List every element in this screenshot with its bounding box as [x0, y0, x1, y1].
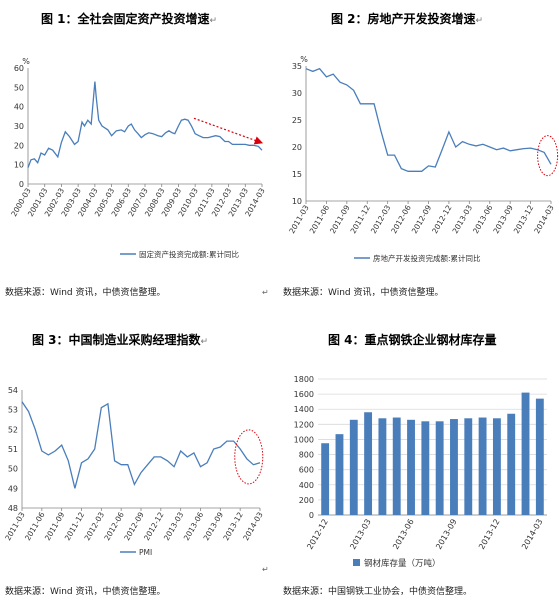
- y-axis-unit: %: [300, 55, 308, 64]
- y-tick-label: 1200: [294, 420, 314, 429]
- bar: [478, 417, 487, 515]
- y-tick-label: 40: [14, 103, 24, 112]
- y-tick-label: 20: [292, 143, 302, 152]
- trend-arrow: [193, 117, 264, 145]
- y-tick-label: 15: [292, 170, 302, 179]
- bar: [407, 419, 415, 515]
- legend-label: 固定资产投资完成额:累计同比: [139, 249, 240, 259]
- y-tick-label: 1000: [294, 435, 314, 444]
- x-tick-label: 2013-03: [348, 518, 373, 551]
- y-tick-label: 200: [299, 496, 314, 505]
- y-tick-label: 10: [292, 197, 302, 206]
- y-tick-label: 54: [8, 386, 18, 395]
- chart-1-fixed-asset-investment: 0102030405060%2000-032001-032002-032003-…: [9, 57, 267, 259]
- x-tick-label: 2014-03: [532, 203, 556, 235]
- y-tick-label: 49: [8, 484, 18, 493]
- series-line: [305, 67, 552, 172]
- chart-3-title: 图 3：中国制造业采购经理指数↵: [32, 333, 209, 347]
- chart-1-title: 图 1：全社会固定资产投资增速↵: [41, 12, 218, 26]
- y-tick-label: 600: [299, 466, 314, 475]
- chart-4-title: 图 4：重点钢铁企业钢材库存量: [328, 333, 497, 347]
- bar: [492, 418, 501, 515]
- y-tick-label: 0: [309, 511, 314, 520]
- x-tick-label: 2012-12: [305, 518, 330, 551]
- y-tick-label: 52: [8, 425, 18, 434]
- series-line: [21, 401, 261, 489]
- x-tick-label: 2013-06: [391, 518, 416, 551]
- y-tick-label: 10: [14, 161, 24, 170]
- x-tick-label: 2013-09: [434, 518, 459, 551]
- y-tick-label: 1800: [294, 375, 314, 384]
- y-tick-label: 50: [8, 465, 18, 474]
- y-tick-label: 800: [299, 451, 314, 460]
- bar: [421, 421, 430, 515]
- y-tick-label: 1400: [294, 405, 314, 414]
- y-tick-label: 35: [292, 62, 302, 71]
- y-tick-label: 1600: [294, 390, 314, 399]
- bar: [335, 434, 344, 515]
- bar: [364, 412, 373, 515]
- bar: [392, 417, 401, 515]
- y-tick-label: 400: [299, 481, 314, 490]
- legend-label: 钢材库存量（万吨）: [364, 558, 441, 569]
- bar: [321, 443, 330, 515]
- bar: [464, 418, 473, 515]
- highlight-ellipse: [234, 429, 264, 485]
- x-tick-label: 2014-03: [520, 518, 545, 551]
- bar: [507, 413, 516, 515]
- y-axis-unit: %: [22, 57, 30, 66]
- chart-4-source-note: 数据来源：中国钢铁工业协会，中债资信整理。: [283, 587, 473, 597]
- legend-swatch: [353, 559, 360, 566]
- bar: [535, 398, 544, 515]
- chart-2-real-estate-investment: 101520253035%2011-032011-062011-092011-1…: [287, 55, 559, 263]
- y-tick-label: 53: [8, 406, 18, 415]
- y-tick-label: 20: [14, 141, 24, 150]
- bar: [435, 421, 444, 515]
- bar: [450, 419, 458, 515]
- x-tick-label: 2013-12: [477, 518, 502, 551]
- chart-3-source-note: 数据来源：Wind 资讯，中债资信整理。: [5, 587, 166, 597]
- paragraph-mark: ↵: [262, 565, 269, 574]
- chart-2-title: 图 2：房地产开发投资增速↵: [331, 12, 484, 26]
- series-line: [27, 81, 263, 168]
- y-tick-label: 60: [14, 64, 24, 73]
- bar: [521, 392, 530, 515]
- y-tick-label: 0: [19, 180, 24, 189]
- y-tick-label: 51: [8, 445, 18, 454]
- bar: [349, 419, 358, 515]
- y-tick-label: 48: [8, 504, 18, 513]
- highlight-ellipse: [537, 135, 559, 177]
- legend-label: PMI: [139, 548, 152, 557]
- y-tick-label: 30: [14, 122, 24, 131]
- chart-1-source-note: 数据来源：Wind 资讯，中债资信整理。: [5, 288, 166, 298]
- chart-3-pmi: 484950515253542011-032011-062011-092011-…: [3, 386, 265, 557]
- bar: [378, 418, 387, 515]
- chart-4-steel-inventory: 0 200 400 600 800 1000 1200 1400 1600 1800 2012-12…: [294, 375, 547, 569]
- y-tick-label: 50: [14, 83, 24, 92]
- paragraph-mark: ↵: [262, 288, 269, 297]
- legend-label: 房地产开发投资完成额:累计同比: [373, 253, 481, 263]
- y-tick-label: 30: [292, 89, 302, 98]
- chart-2-source-note: 数据来源：Wind 资讯，中债资信整理。: [283, 288, 444, 298]
- y-tick-label: 25: [292, 116, 302, 125]
